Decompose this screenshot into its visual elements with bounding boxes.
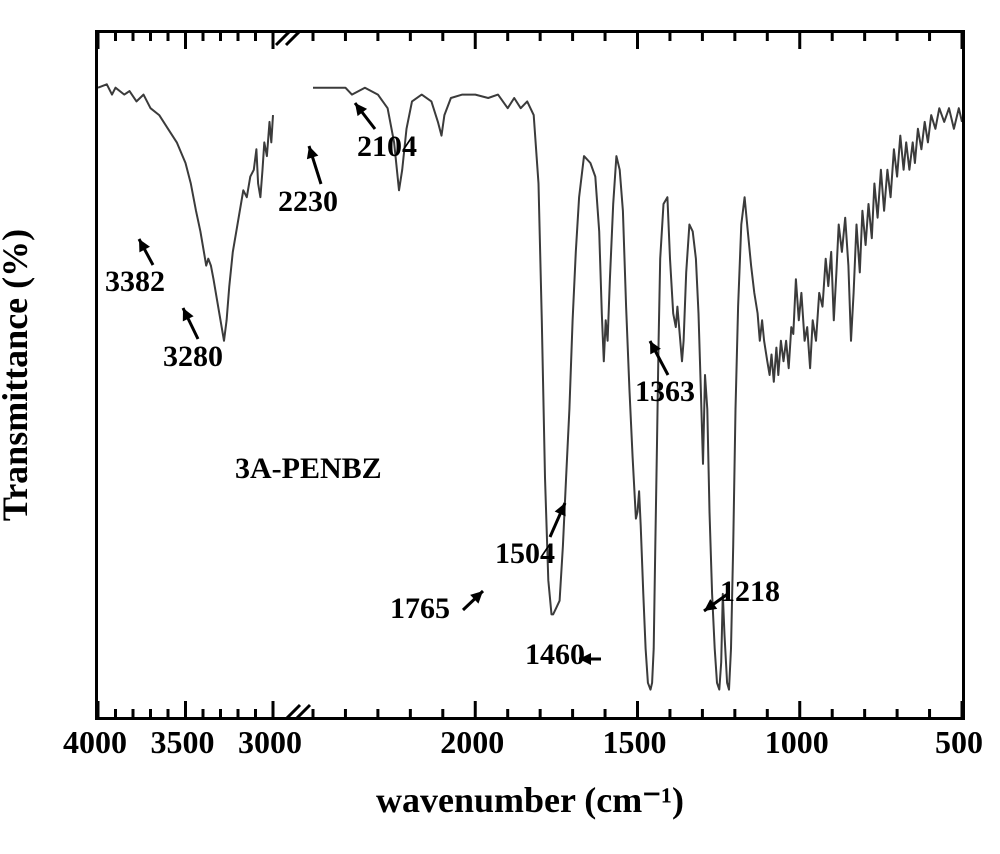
peak-label: 3280	[163, 340, 223, 374]
series-label: 3A-PENBZ	[235, 452, 382, 486]
spectrum-line	[98, 84, 273, 341]
y-axis-label: Transmittance (%)	[0, 229, 36, 521]
x-tick-label: 2000	[440, 724, 504, 761]
peak-label: 2104	[357, 130, 417, 164]
x-tick-label: 500	[935, 724, 983, 761]
x-tick-label: 1500	[603, 724, 667, 761]
peak-label: 3382	[105, 265, 165, 299]
x-tick-label: 3500	[151, 724, 215, 761]
x-tick-label: 4000	[63, 724, 127, 761]
peak-label: 1363	[635, 375, 695, 409]
peak-label: 1504	[495, 537, 555, 571]
ftir-figure: Transmittance (%) wavenumber (cm⁻¹) 4000…	[0, 0, 1000, 854]
x-tick-label: 3000	[238, 724, 302, 761]
peak-label: 1218	[720, 575, 780, 609]
peak-label: 1460	[525, 638, 585, 672]
x-tick-label: 1000	[765, 724, 829, 761]
peak-label: 1765	[390, 592, 450, 626]
spectrum-svg	[98, 33, 962, 717]
peak-label: 2230	[278, 185, 338, 219]
plot-area	[95, 30, 965, 720]
x-axis-label: wavenumber (cm⁻¹)	[376, 779, 684, 821]
